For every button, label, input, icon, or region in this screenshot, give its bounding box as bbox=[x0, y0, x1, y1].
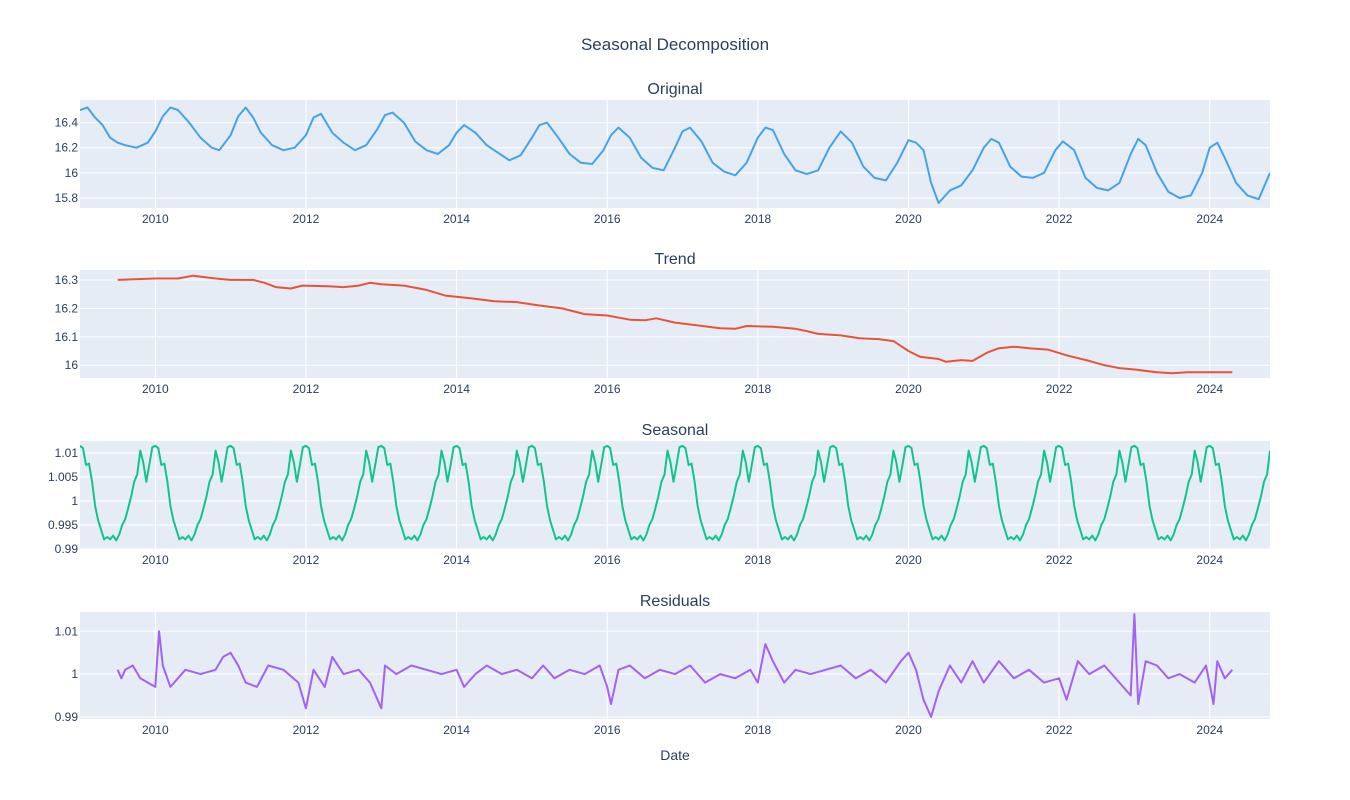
x-tick-label: 2014 bbox=[443, 382, 470, 396]
x-tick-label: 2010 bbox=[142, 553, 169, 567]
x-tick-label: 2020 bbox=[895, 382, 922, 396]
x-tick-label: 2024 bbox=[1196, 212, 1223, 226]
x-tick-label: 2018 bbox=[744, 723, 771, 737]
y-tick-label: 16.2 bbox=[55, 141, 79, 155]
y-tick-label: 16.3 bbox=[55, 273, 79, 287]
y-tick-label: 0.995 bbox=[48, 518, 78, 532]
panel-seasonal: 2010 2012 2014 2016 2018 2020 2022 2024 0.99 0.99… bbox=[48, 422, 1270, 567]
x-tick-label: 2022 bbox=[1046, 212, 1073, 226]
x-tick-label: 2018 bbox=[744, 212, 771, 226]
x-tick-label: 2022 bbox=[1046, 553, 1073, 567]
x-tick-label: 2024 bbox=[1196, 723, 1223, 737]
x-tick-label: 2012 bbox=[293, 723, 320, 737]
series-line-original bbox=[80, 106, 1270, 204]
x-tick-label: 2012 bbox=[293, 212, 320, 226]
panels-group: 2010 2012 2014 2016 2018 2020 2022 2024 15.8 16 16… bbox=[48, 81, 1270, 737]
x-tick-label: 2016 bbox=[594, 723, 621, 737]
panel-title: Original bbox=[647, 81, 702, 98]
x-tick-label: 2016 bbox=[594, 553, 621, 567]
y-tick-label: 16 bbox=[65, 166, 79, 180]
panel-title: Trend bbox=[654, 251, 695, 268]
y-tick-label: 16 bbox=[65, 358, 79, 372]
y-tick-label: 0.99 bbox=[55, 542, 79, 556]
plot-background bbox=[80, 100, 1270, 208]
x-axis-title: Date bbox=[660, 747, 690, 763]
x-tick-label: 2012 bbox=[293, 553, 320, 567]
x-tick-label: 2018 bbox=[744, 553, 771, 567]
panel-title: Seasonal bbox=[642, 422, 709, 439]
panel-trend: 2010 2012 2014 2016 2018 2020 2022 2024 16 16.1 16… bbox=[55, 251, 1270, 396]
y-tick-label: 16.2 bbox=[55, 301, 79, 315]
x-tick-label: 2022 bbox=[1046, 382, 1073, 396]
y-tick-label: 1.01 bbox=[55, 446, 79, 460]
y-tick-label: 0.99 bbox=[55, 710, 79, 724]
x-tick-label: 2018 bbox=[744, 382, 771, 396]
plot-background bbox=[80, 612, 1270, 719]
y-tick-label: 1.005 bbox=[48, 470, 78, 484]
y-tick-label: 16.4 bbox=[55, 116, 79, 130]
x-tick-label: 2014 bbox=[443, 212, 470, 226]
x-tick-label: 2020 bbox=[895, 723, 922, 737]
y-tick-label: 1.01 bbox=[55, 624, 79, 638]
series-line-trend bbox=[117, 274, 1233, 375]
x-tick-label: 2024 bbox=[1196, 553, 1223, 567]
x-tick-label: 2014 bbox=[443, 723, 470, 737]
plot-background bbox=[80, 441, 1270, 549]
x-tick-label: 2010 bbox=[142, 723, 169, 737]
y-tick-label: 15.8 bbox=[55, 191, 79, 205]
x-tick-label: 2012 bbox=[293, 382, 320, 396]
series-line-seasonal bbox=[80, 444, 1270, 542]
series-line-residuals bbox=[116, 613, 1234, 718]
x-tick-label: 2014 bbox=[443, 553, 470, 567]
y-tick-label: 1 bbox=[71, 494, 78, 508]
x-tick-label: 2020 bbox=[895, 553, 922, 567]
panel-title: Residuals bbox=[640, 593, 710, 610]
panel-residuals: 2010 2012 2014 2016 2018 2020 2022 2024 0.99 1 1.0… bbox=[55, 593, 1270, 737]
panel-original: 2010 2012 2014 2016 2018 2020 2022 2024 15.8 16 16… bbox=[55, 81, 1270, 226]
x-tick-label: 2024 bbox=[1196, 382, 1223, 396]
x-tick-label: 2010 bbox=[142, 382, 169, 396]
x-tick-label: 2022 bbox=[1046, 723, 1073, 737]
y-tick-label: 16.1 bbox=[55, 330, 79, 344]
chart-title: Seasonal Decomposition bbox=[581, 35, 769, 54]
x-tick-label: 2020 bbox=[895, 212, 922, 226]
x-tick-label: 2010 bbox=[142, 212, 169, 226]
x-tick-label: 2016 bbox=[594, 382, 621, 396]
y-tick-label: 1 bbox=[71, 667, 78, 681]
x-tick-label: 2016 bbox=[594, 212, 621, 226]
